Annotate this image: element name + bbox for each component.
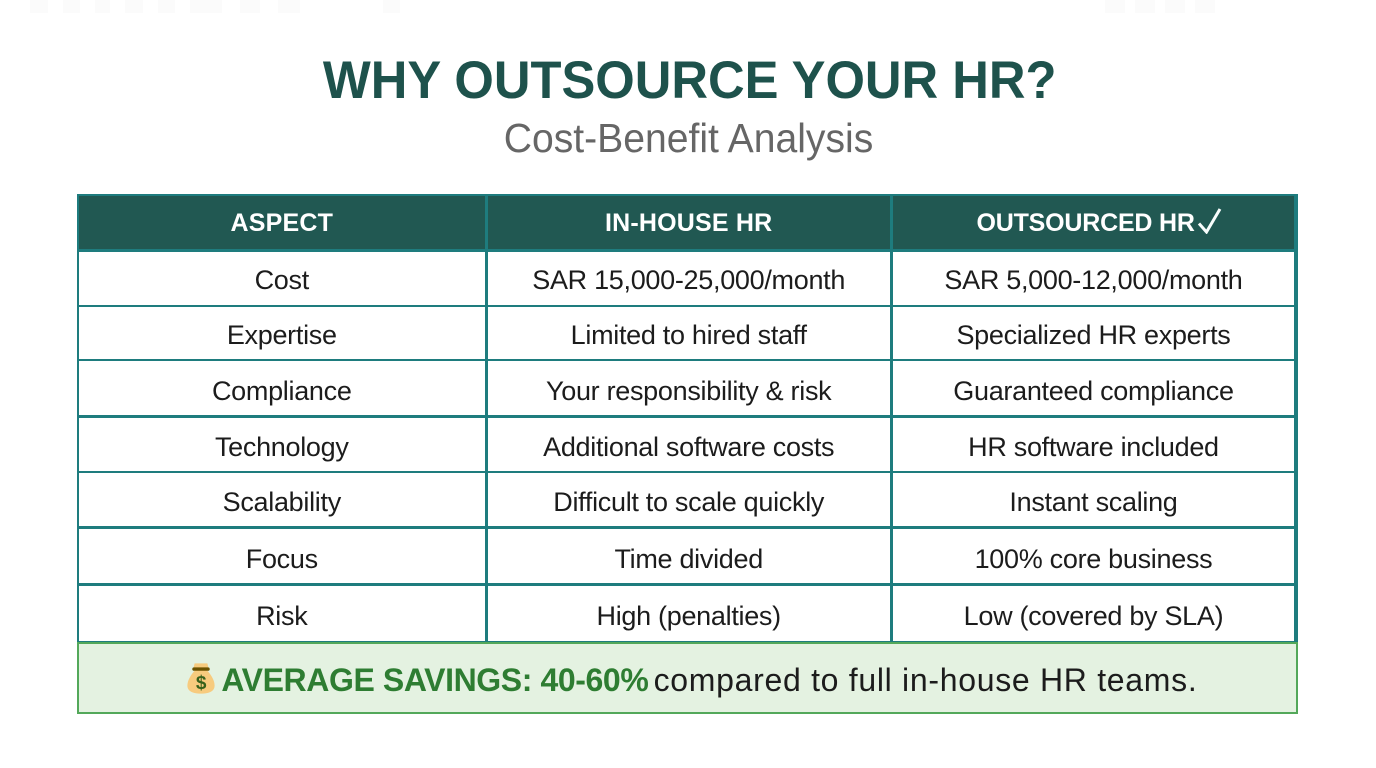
svg-text:$: $ <box>196 673 207 694</box>
